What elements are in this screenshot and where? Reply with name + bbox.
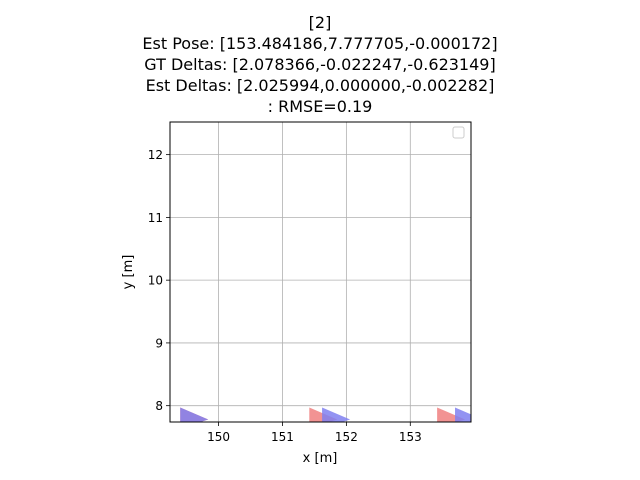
axes-frame [169,121,472,423]
y-tick-label: 11 [148,211,163,225]
chart-title: [2] Est Pose: [153.484186,7.777705,-0.00… [0,12,640,117]
y-tick-label: 8 [155,399,163,413]
x-tick-label: 153 [399,430,422,444]
x-tick-label: 152 [335,430,358,444]
title-line-frame: [2] [308,13,332,32]
x-tick-label: 151 [271,430,294,444]
pose-arrow-marker [322,407,351,422]
y-axis-label: y [m] [121,255,136,290]
y-tick-label: 12 [148,148,163,162]
title-line-est-deltas: Est Deltas: [2.025994,0.000000,-0.002282… [145,76,495,95]
title-line-gt-deltas: GT Deltas: [2.078366,-0.022247,-0.623149… [144,55,496,74]
axis-ticks: 150 151 152 153 8 9 10 11 12 [148,148,422,444]
title-line-rmse: : RMSE=0.19 [267,97,373,116]
grid-lines [170,122,471,422]
x-axis-label: x [m] [303,451,338,466]
y-tick-label: 10 [148,274,163,288]
pose-arrow-marker [180,407,209,422]
y-tick-label: 9 [155,336,163,350]
pose-markers [180,407,471,422]
x-tick-label: 150 [207,430,230,444]
pose-arrow-marker [455,407,471,422]
title-line-est-pose: Est Pose: [153.484186,7.777705,-0.000172… [142,34,498,53]
legend-box [452,126,465,139]
